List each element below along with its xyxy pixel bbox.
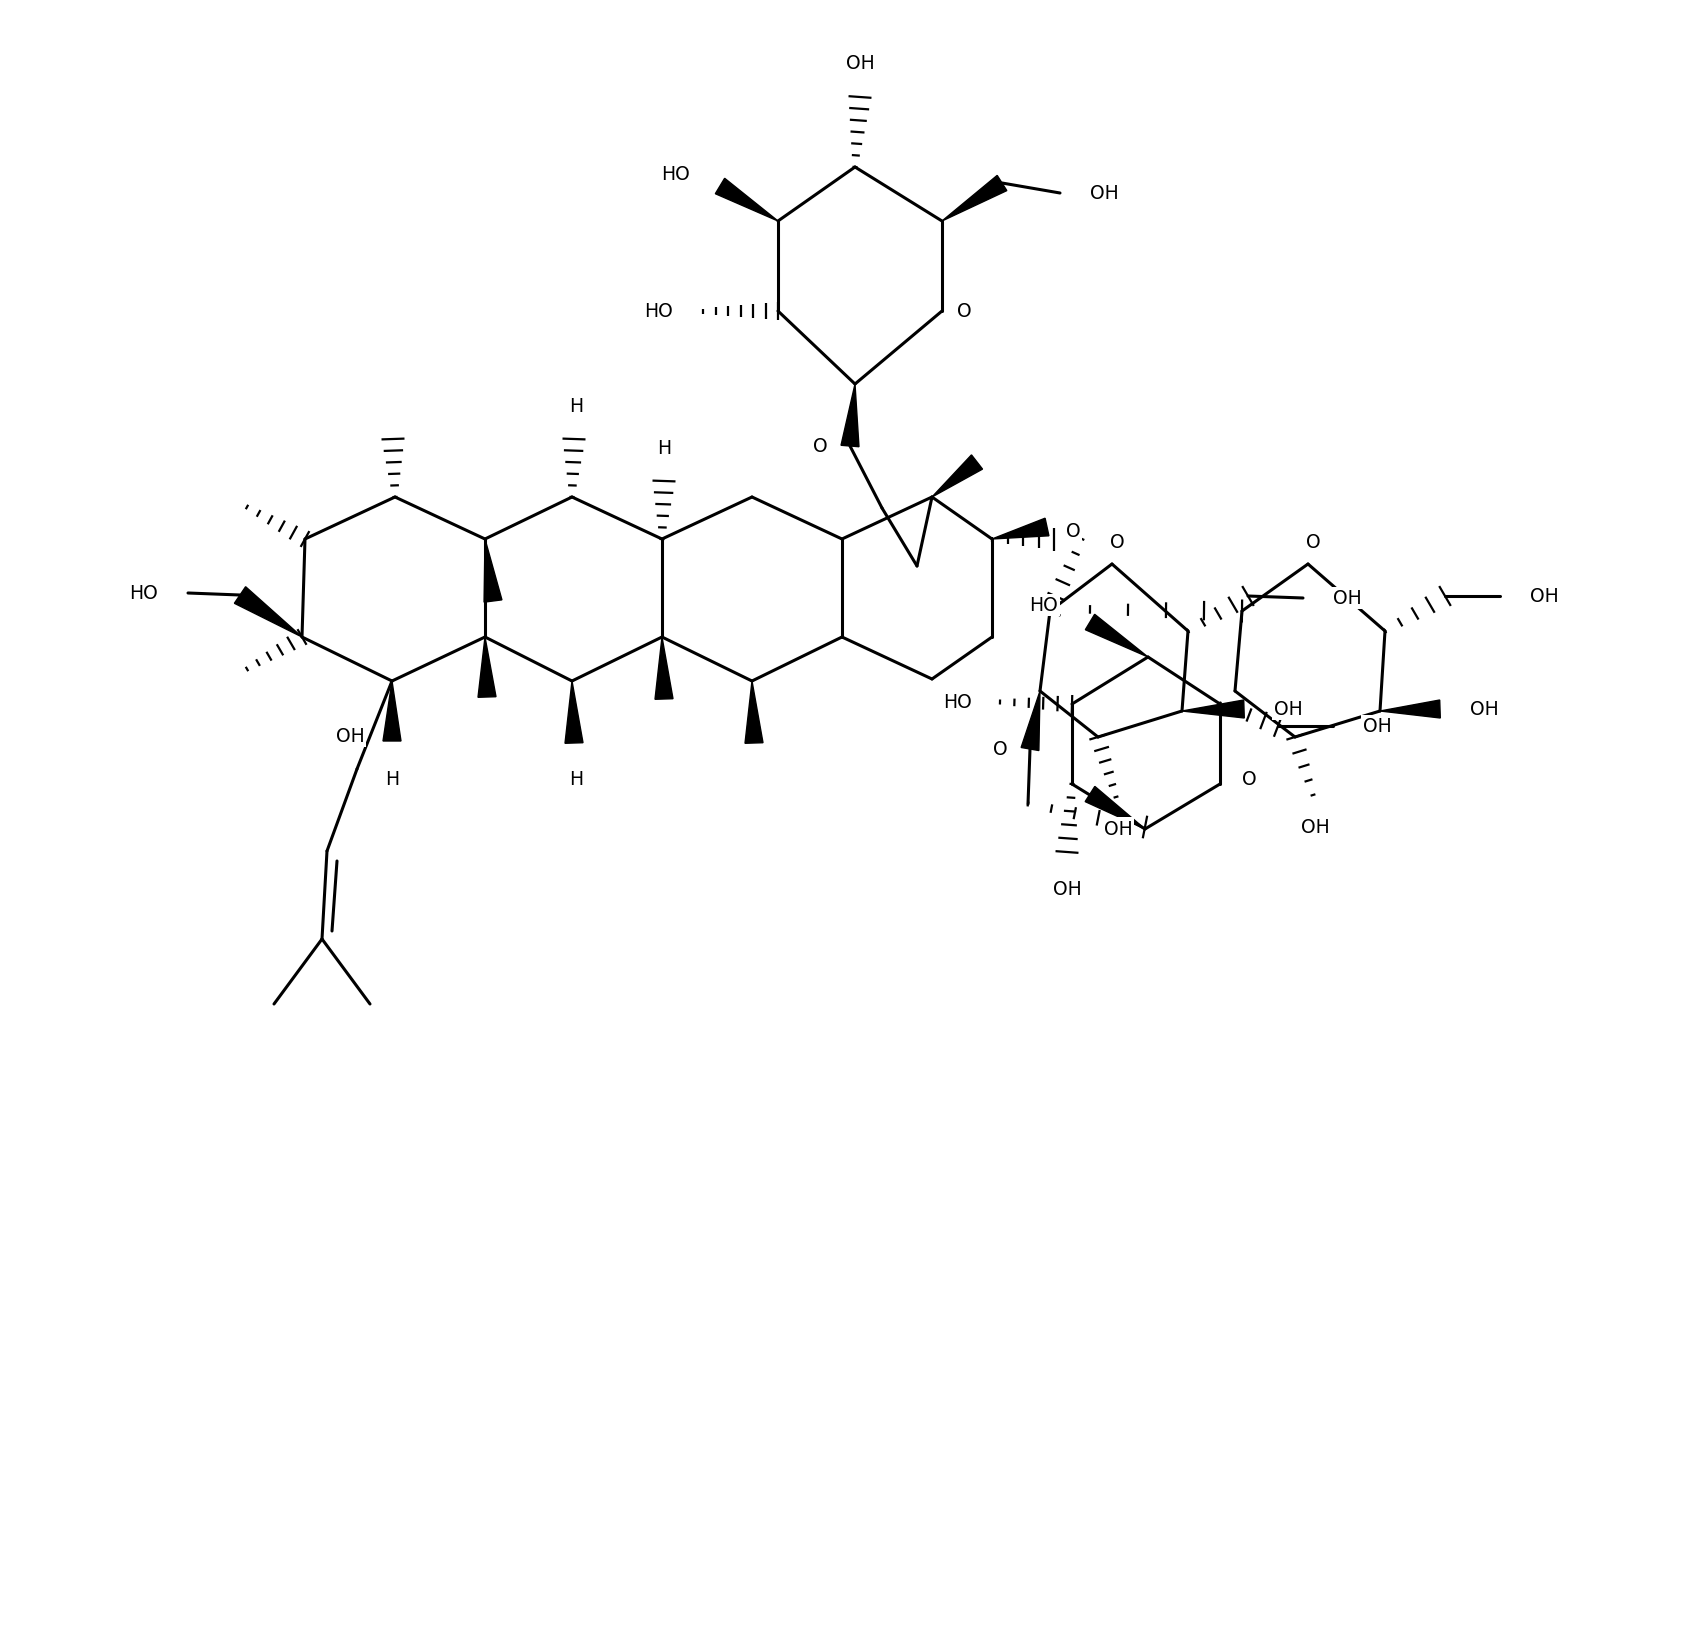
Text: OH: OH bbox=[1363, 718, 1392, 736]
Polygon shape bbox=[932, 456, 983, 498]
Text: OH: OH bbox=[1275, 700, 1304, 720]
Polygon shape bbox=[942, 177, 1007, 221]
Text: HO: HO bbox=[130, 583, 158, 603]
Polygon shape bbox=[484, 539, 503, 603]
Text: O: O bbox=[956, 302, 971, 321]
Polygon shape bbox=[383, 682, 400, 741]
Text: H: H bbox=[569, 397, 583, 416]
Text: OH: OH bbox=[1300, 818, 1329, 836]
Polygon shape bbox=[1021, 692, 1039, 751]
Text: O: O bbox=[1242, 770, 1256, 788]
Text: OH: OH bbox=[1530, 587, 1559, 606]
Polygon shape bbox=[1085, 615, 1148, 657]
Polygon shape bbox=[992, 520, 1050, 539]
Polygon shape bbox=[479, 638, 496, 698]
Text: OH: OH bbox=[845, 54, 874, 74]
Text: OH: OH bbox=[1333, 588, 1361, 608]
Polygon shape bbox=[745, 682, 763, 744]
Text: OH: OH bbox=[1053, 880, 1082, 898]
Polygon shape bbox=[1085, 787, 1145, 829]
Text: O: O bbox=[993, 741, 1009, 759]
Polygon shape bbox=[654, 638, 673, 700]
Polygon shape bbox=[1380, 700, 1440, 718]
Text: HO: HO bbox=[944, 693, 971, 711]
Polygon shape bbox=[842, 385, 859, 447]
Text: OH: OH bbox=[1104, 820, 1133, 839]
Text: OH: OH bbox=[336, 728, 365, 746]
Text: O: O bbox=[1067, 523, 1080, 541]
Text: H: H bbox=[385, 770, 399, 788]
Text: OH: OH bbox=[1471, 700, 1500, 720]
Text: O: O bbox=[1109, 533, 1125, 552]
Polygon shape bbox=[566, 682, 583, 744]
Text: O: O bbox=[813, 438, 828, 456]
Text: OH: OH bbox=[1091, 184, 1120, 203]
Text: HO: HO bbox=[1029, 597, 1058, 615]
Text: O: O bbox=[1305, 533, 1321, 552]
Polygon shape bbox=[1183, 700, 1244, 718]
Text: H: H bbox=[569, 770, 583, 788]
Text: H: H bbox=[658, 439, 671, 457]
Polygon shape bbox=[235, 587, 302, 638]
Text: HO: HO bbox=[661, 166, 690, 184]
Text: HO: HO bbox=[644, 302, 673, 321]
Polygon shape bbox=[716, 179, 779, 221]
